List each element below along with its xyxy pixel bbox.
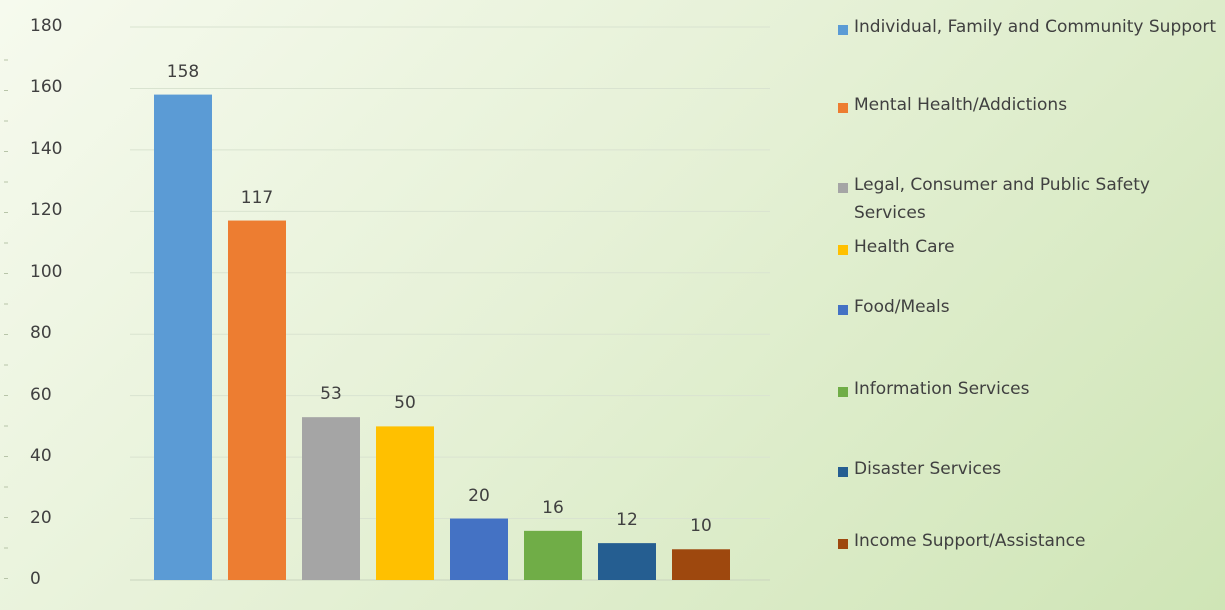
bar-5: [524, 530, 582, 580]
legend-entry: Income Support/Assistance: [838, 531, 1218, 555]
legend-entry: Food/Meals: [838, 297, 1218, 321]
y-tick-label: 20: [30, 507, 52, 528]
legend-label: Mental Health/Addictions: [854, 95, 1068, 115]
bar-6: [598, 543, 656, 580]
data-label: 20: [468, 485, 490, 506]
bar-2: [302, 417, 360, 580]
legend-swatch: [838, 305, 848, 315]
legend-entry: Information Services: [838, 379, 1218, 403]
legend-label: Information Services: [854, 379, 1030, 399]
bar-4: [450, 518, 508, 580]
y-tick-label: 160: [30, 77, 63, 98]
legend-label: Disaster Services: [854, 459, 1002, 479]
data-label: 16: [542, 497, 564, 518]
data-label: 10: [690, 516, 712, 537]
legend-swatch: [838, 539, 848, 549]
legend-entry: Health Care: [838, 237, 1218, 261]
legend-swatch: [838, 103, 848, 113]
y-tick-label: 80: [30, 323, 52, 344]
legend-label: Food/Meals: [854, 297, 950, 317]
y-tick-label: 140: [30, 138, 63, 159]
bar-1: [228, 220, 286, 581]
legend-swatch: [838, 387, 848, 397]
data-label: 117: [240, 187, 274, 208]
data-label: 158: [166, 61, 200, 82]
y-tick-label: 120: [30, 200, 63, 221]
bar-7: [672, 549, 730, 580]
legend-swatch: [838, 183, 848, 193]
bar-3: [376, 426, 434, 580]
legend-entry: Legal, Consumer and Public Safety Servic…: [838, 175, 1218, 227]
data-label: 12: [616, 510, 638, 531]
legend-label: Legal, Consumer and Public Safety Servic…: [854, 175, 1150, 223]
legend-entry: Individual, Family and Community Support: [838, 17, 1218, 41]
y-tick-label: 100: [30, 261, 63, 282]
plot-area: [4, 26, 770, 581]
data-label: 50: [394, 393, 416, 414]
legend-swatch: [838, 245, 848, 255]
legend-label: Health Care: [854, 237, 955, 257]
y-tick-label: 40: [30, 446, 52, 467]
legend-swatch: [838, 25, 848, 35]
legend-label: Individual, Family and Community Support: [854, 17, 1217, 37]
legend-label: Income Support/Assistance: [854, 531, 1086, 551]
y-tick-label: 60: [30, 384, 52, 405]
bar-0: [154, 94, 212, 580]
data-label: 53: [320, 384, 342, 405]
y-tick-label: 180: [30, 16, 63, 36]
legend-swatch: [838, 467, 848, 477]
y-tick-label: 0: [30, 569, 41, 589]
legend-entry: Disaster Services: [838, 459, 1218, 483]
legend-entry: Mental Health/Addictions: [838, 95, 1218, 119]
